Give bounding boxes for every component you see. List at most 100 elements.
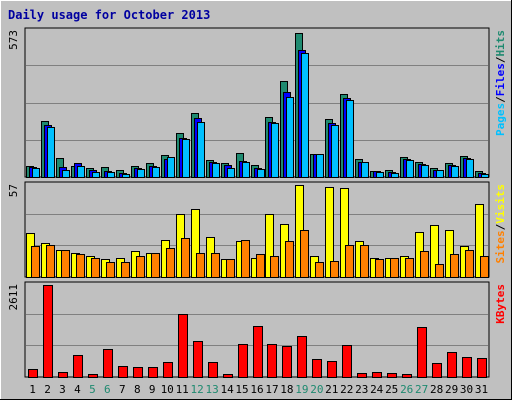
day-label-27: 27 bbox=[415, 383, 428, 396]
top-plot-area bbox=[24, 27, 490, 178]
middle-bar-sites-day-1 bbox=[31, 246, 40, 278]
top-side-label-part: Pages bbox=[494, 103, 507, 136]
day-label-7: 7 bbox=[119, 383, 126, 396]
bottom-bar-kbytes-day-15 bbox=[238, 344, 248, 378]
bottom-panel: 2611 KBytes bbox=[7, 281, 507, 378]
top-bar-pages-day-14 bbox=[227, 168, 235, 178]
bottom-bar-kbytes-day-21 bbox=[327, 361, 337, 378]
bottom-bar-kbytes-day-30 bbox=[462, 357, 472, 378]
middle-bar-sites-day-4 bbox=[76, 254, 85, 278]
middle-side-label-part: Sites bbox=[494, 230, 507, 263]
top-bar-pages-day-9 bbox=[152, 167, 160, 178]
day-label-5: 5 bbox=[89, 383, 96, 396]
middle-side-label: Sites/Visits bbox=[494, 184, 507, 264]
day-label-26: 26 bbox=[400, 383, 413, 396]
middle-bar-sites-day-3 bbox=[61, 250, 70, 278]
day-label-24: 24 bbox=[370, 383, 384, 396]
bottom-bar-kbytes-day-24 bbox=[372, 372, 382, 378]
top-bar-pages-day-12 bbox=[197, 122, 205, 178]
day-label-8: 8 bbox=[134, 383, 141, 396]
top-side-label-part: Files bbox=[494, 63, 507, 96]
top-bar-pages-day-26 bbox=[406, 160, 414, 178]
top-bar-pages-day-22 bbox=[346, 100, 354, 178]
middle-bar-visits-day-12 bbox=[191, 209, 200, 278]
bottom-bar-kbytes-day-5 bbox=[88, 374, 98, 378]
bottom-bar-kbytes-day-26 bbox=[402, 374, 412, 378]
middle-side-label-part: / bbox=[494, 223, 507, 230]
day-label-14: 14 bbox=[220, 383, 234, 396]
bottom-bar-kbytes-day-27 bbox=[417, 327, 427, 378]
day-label-18: 18 bbox=[280, 383, 293, 396]
bottom-ymax-label: 2611 bbox=[7, 284, 20, 311]
day-label-22: 22 bbox=[340, 383, 353, 396]
middle-bar-sites-day-30 bbox=[465, 250, 474, 278]
middle-bar-sites-day-14 bbox=[226, 259, 235, 278]
middle-bar-sites-day-25 bbox=[390, 258, 399, 278]
top-side-label-part: / bbox=[494, 56, 507, 63]
top-bar-pages-day-28 bbox=[436, 170, 444, 178]
top-bar-pages-day-11 bbox=[182, 139, 190, 178]
bottom-bar-kbytes-day-23 bbox=[357, 373, 367, 378]
middle-bar-sites-day-8 bbox=[136, 256, 145, 278]
middle-bar-sites-day-9 bbox=[151, 253, 160, 278]
bottom-bar-kbytes-day-4 bbox=[73, 355, 83, 378]
middle-bar-sites-day-5 bbox=[91, 258, 100, 278]
top-bar-pages-day-31 bbox=[481, 174, 489, 178]
middle-bar-visits-day-22 bbox=[340, 188, 349, 278]
bottom-bar-kbytes-day-1 bbox=[28, 369, 38, 378]
middle-bar-sites-day-27 bbox=[420, 251, 429, 278]
middle-bar-sites-day-20 bbox=[315, 262, 324, 278]
day-label-19: 19 bbox=[295, 383, 308, 396]
day-label-25: 25 bbox=[385, 383, 398, 396]
day-label-28: 28 bbox=[430, 383, 443, 396]
top-bar-pages-day-5 bbox=[92, 172, 100, 178]
middle-bar-sites-day-22 bbox=[345, 245, 354, 278]
middle-bar-sites-day-18 bbox=[285, 241, 294, 278]
middle-bar-sites-day-10 bbox=[166, 248, 175, 278]
middle-panel: 57 Sites/Visits bbox=[7, 181, 507, 278]
day-label-1: 1 bbox=[29, 383, 36, 396]
day-label-23: 23 bbox=[355, 383, 368, 396]
day-label-9: 9 bbox=[149, 383, 156, 396]
middle-bar-sites-day-23 bbox=[360, 245, 369, 278]
chart-title: Daily usage for October 2013 bbox=[8, 8, 210, 22]
middle-bar-visits-day-17 bbox=[265, 214, 274, 278]
bottom-bar-kbytes-day-31 bbox=[477, 358, 487, 378]
top-bar-pages-day-18 bbox=[286, 97, 294, 178]
middle-bar-sites-day-12 bbox=[196, 253, 205, 278]
top-bar-pages-day-15 bbox=[242, 162, 250, 178]
middle-bar-sites-day-31 bbox=[480, 256, 489, 278]
top-bar-pages-day-23 bbox=[361, 162, 369, 178]
day-label-17: 17 bbox=[265, 383, 278, 396]
top-bar-pages-day-3 bbox=[62, 170, 70, 178]
top-bar-pages-day-10 bbox=[167, 157, 175, 178]
middle-bar-sites-day-11 bbox=[181, 238, 190, 278]
bottom-side-label: KBytes bbox=[494, 284, 507, 324]
bottom-bar-kbytes-day-25 bbox=[387, 373, 397, 378]
bottom-bar-kbytes-day-18 bbox=[282, 346, 292, 378]
day-label-31: 31 bbox=[475, 383, 488, 396]
top-bar-pages-day-24 bbox=[376, 172, 384, 178]
day-label-21: 21 bbox=[325, 383, 338, 396]
top-bar-pages-day-16 bbox=[257, 169, 265, 178]
bottom-bar-kbytes-day-6 bbox=[103, 349, 113, 378]
day-label-2: 2 bbox=[44, 383, 51, 396]
bottom-bar-kbytes-day-29 bbox=[447, 352, 457, 378]
bottom-bar-kbytes-day-7 bbox=[118, 366, 128, 378]
top-bar-pages-day-27 bbox=[421, 165, 429, 178]
top-bar-pages-day-8 bbox=[137, 169, 145, 178]
day-label-30: 30 bbox=[460, 383, 473, 396]
day-labels: 1 2 3 4 5 6 7 8 9 10 11 12 13 14 15 16 17 18 19 20 21 22 23 24 2… bbox=[29, 383, 488, 396]
middle-bar-sites-day-21 bbox=[330, 261, 339, 278]
bottom-side-label-part: KBytes bbox=[494, 284, 507, 324]
day-label-29: 29 bbox=[445, 383, 458, 396]
top-bar-pages-day-17 bbox=[271, 123, 279, 178]
day-label-13: 13 bbox=[205, 383, 218, 396]
bottom-bar-kbytes-day-2 bbox=[43, 285, 53, 378]
top-side-label-part: / bbox=[494, 96, 507, 103]
bottom-bar-kbytes-day-16 bbox=[253, 326, 263, 378]
bottom-bar-kbytes-day-11 bbox=[178, 314, 188, 378]
bottom-bar-kbytes-day-12 bbox=[193, 341, 203, 378]
